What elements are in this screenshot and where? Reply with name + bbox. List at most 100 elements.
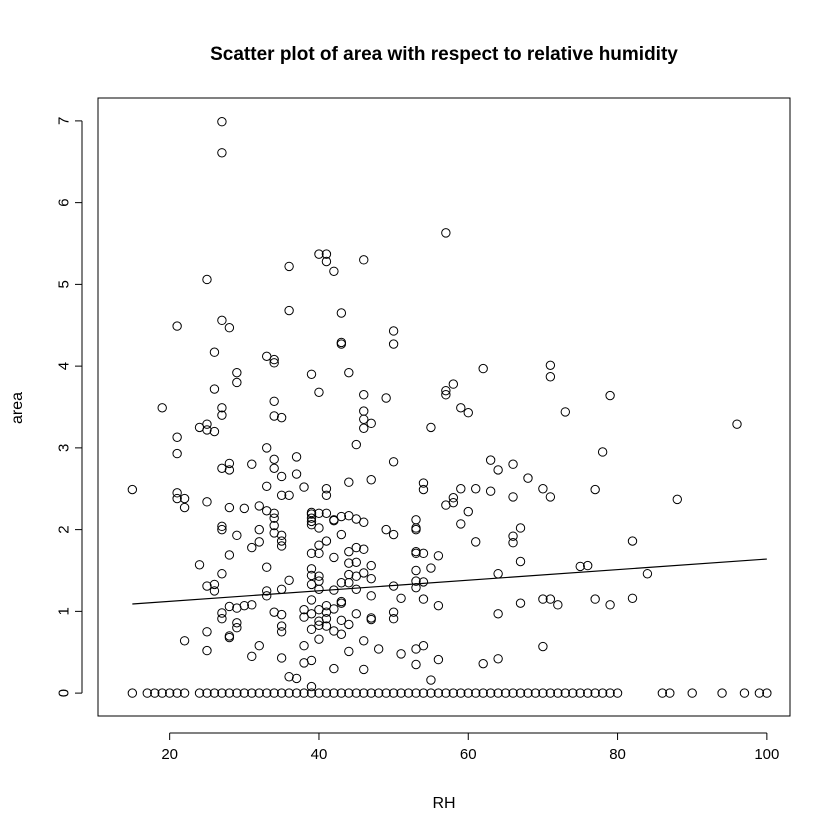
data-point bbox=[247, 600, 257, 610]
data-point bbox=[314, 548, 324, 559]
data-point bbox=[247, 542, 257, 553]
data-point bbox=[545, 594, 556, 604]
data-point bbox=[306, 513, 317, 523]
y-tick-label: 6 bbox=[56, 198, 73, 206]
data-points bbox=[127, 117, 772, 698]
data-point bbox=[314, 508, 324, 518]
data-point bbox=[306, 595, 317, 605]
data-point bbox=[254, 537, 264, 547]
data-point bbox=[545, 688, 556, 698]
data-point bbox=[329, 604, 339, 614]
data-point bbox=[179, 493, 190, 504]
data-point bbox=[202, 645, 212, 656]
data-point bbox=[276, 653, 287, 663]
data-point bbox=[209, 426, 220, 437]
data-point bbox=[538, 688, 548, 698]
data-point bbox=[426, 563, 436, 573]
data-point bbox=[262, 562, 272, 572]
data-point bbox=[433, 688, 444, 698]
data-point bbox=[224, 632, 235, 643]
data-point bbox=[553, 688, 563, 698]
data-point bbox=[717, 688, 727, 698]
data-point bbox=[217, 315, 227, 326]
data-point bbox=[672, 494, 682, 505]
data-point bbox=[359, 517, 369, 527]
data-point bbox=[366, 573, 376, 584]
data-point bbox=[127, 484, 138, 495]
data-point bbox=[553, 600, 563, 610]
data-point bbox=[366, 560, 376, 571]
data-point bbox=[306, 681, 317, 692]
y-tick-label: 2 bbox=[56, 525, 73, 533]
data-point bbox=[605, 688, 615, 698]
data-point bbox=[396, 688, 406, 698]
data-point bbox=[306, 564, 317, 574]
data-point bbox=[373, 688, 384, 698]
data-point bbox=[291, 452, 302, 462]
data-point bbox=[232, 377, 242, 388]
data-point bbox=[366, 614, 376, 625]
data-point bbox=[441, 385, 451, 396]
data-point bbox=[306, 624, 317, 635]
data-point bbox=[381, 524, 391, 535]
x-tick-label: 80 bbox=[609, 746, 626, 763]
data-point bbox=[247, 688, 257, 698]
data-point bbox=[463, 408, 473, 418]
data-point bbox=[157, 403, 167, 413]
data-point bbox=[344, 688, 354, 698]
data-point bbox=[262, 443, 272, 453]
data-point bbox=[224, 323, 235, 333]
x-axis: 20 40 60 80 100 bbox=[161, 732, 779, 763]
data-point bbox=[314, 634, 324, 644]
data-point bbox=[403, 688, 414, 698]
data-point bbox=[150, 688, 160, 698]
data-point bbox=[172, 488, 182, 498]
data-point bbox=[276, 627, 287, 637]
data-point bbox=[209, 688, 220, 698]
data-point bbox=[478, 363, 488, 374]
data-point bbox=[448, 379, 459, 389]
data-point bbox=[321, 536, 332, 546]
data-point bbox=[426, 675, 436, 685]
data-point bbox=[642, 569, 653, 579]
data-point bbox=[478, 658, 488, 669]
data-point bbox=[262, 591, 272, 601]
y-tick-label: 4 bbox=[56, 362, 73, 370]
data-point bbox=[344, 367, 354, 378]
data-point bbox=[239, 600, 250, 611]
data-point bbox=[411, 548, 421, 559]
data-point bbox=[232, 618, 242, 628]
data-point bbox=[217, 524, 227, 535]
data-point bbox=[232, 623, 242, 633]
data-point bbox=[306, 548, 317, 559]
data-point bbox=[314, 571, 324, 581]
data-point bbox=[456, 688, 466, 698]
data-point bbox=[217, 521, 227, 532]
data-point bbox=[463, 506, 473, 517]
data-point bbox=[262, 586, 272, 596]
data-point bbox=[418, 688, 429, 698]
data-point bbox=[321, 508, 332, 518]
data-point bbox=[396, 649, 406, 659]
data-point bbox=[217, 463, 227, 474]
data-point bbox=[627, 536, 638, 546]
data-point bbox=[411, 524, 421, 535]
data-point bbox=[754, 688, 765, 698]
data-point bbox=[508, 459, 518, 469]
y-tick-label: 3 bbox=[56, 444, 73, 452]
x-axis-label: RH bbox=[432, 795, 455, 812]
data-point bbox=[209, 586, 220, 596]
data-point bbox=[448, 497, 459, 508]
data-point bbox=[359, 423, 369, 433]
data-point bbox=[351, 584, 361, 594]
data-point bbox=[411, 659, 421, 670]
y-tick-label: 5 bbox=[56, 280, 73, 288]
data-point bbox=[493, 465, 503, 475]
data-point bbox=[418, 594, 429, 604]
data-point bbox=[597, 447, 608, 457]
data-point bbox=[232, 367, 242, 378]
data-point bbox=[306, 609, 317, 619]
data-point bbox=[314, 387, 324, 397]
data-point bbox=[344, 578, 354, 588]
